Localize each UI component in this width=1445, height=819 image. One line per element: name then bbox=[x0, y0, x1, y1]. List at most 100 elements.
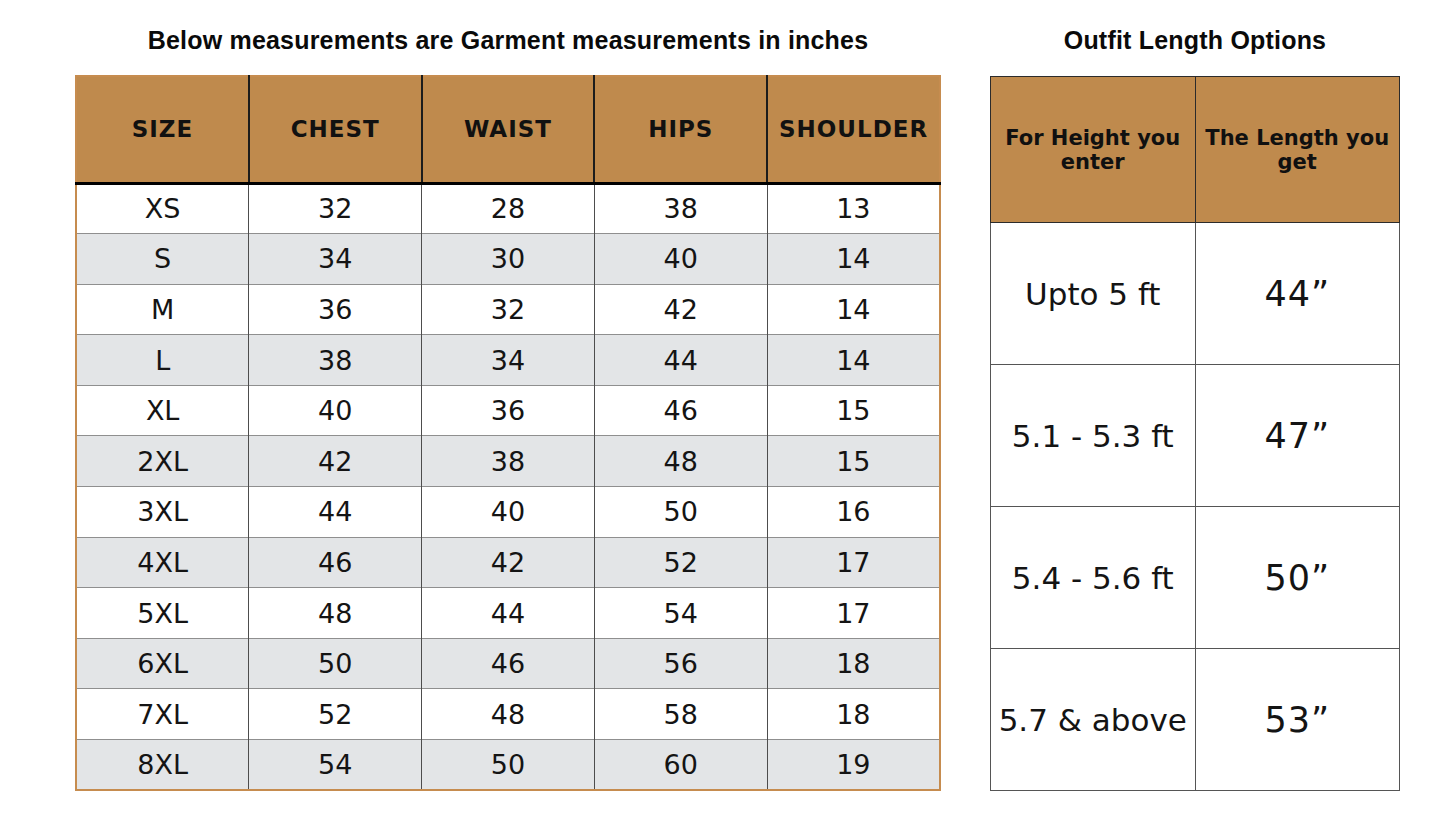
table-cell: XL bbox=[76, 385, 249, 436]
table-row: 8XL54506019 bbox=[76, 740, 940, 791]
table-cell: 15 bbox=[767, 385, 940, 436]
table-cell: XS bbox=[76, 183, 249, 234]
table-cell: 46 bbox=[594, 385, 767, 436]
garment-header-row: SIZECHESTWAISTHIPSSHOULDER bbox=[76, 76, 940, 183]
table-cell: 52 bbox=[249, 689, 422, 740]
table-cell: 7XL bbox=[76, 689, 249, 740]
table-cell: 48 bbox=[249, 588, 422, 639]
table-cell: 36 bbox=[249, 284, 422, 335]
garment-table-header: SIZECHESTWAISTHIPSSHOULDER bbox=[76, 76, 940, 183]
table-cell: 50 bbox=[594, 487, 767, 538]
table-cell: 40 bbox=[422, 487, 595, 538]
table-cell: 15 bbox=[767, 436, 940, 487]
table-cell: 50 bbox=[422, 740, 595, 791]
header-cell: SHOULDER bbox=[767, 76, 940, 183]
table-cell: 44 bbox=[422, 588, 595, 639]
garment-table-body: XS32283813S34304014M36324214L38344414XL4… bbox=[76, 183, 940, 790]
length-table-header: For Height you enterThe Length you get bbox=[991, 77, 1400, 223]
length-header-row: For Height you enterThe Length you get bbox=[991, 77, 1400, 223]
table-cell: 38 bbox=[249, 335, 422, 386]
table-cell: 17 bbox=[767, 537, 940, 588]
header-cell: The Length you get bbox=[1195, 77, 1400, 223]
table-row: 5XL48445417 bbox=[76, 588, 940, 639]
table-cell: 14 bbox=[767, 284, 940, 335]
table-cell: 14 bbox=[767, 335, 940, 386]
garment-table: SIZECHESTWAISTHIPSSHOULDER XS32283813S34… bbox=[75, 75, 941, 791]
table-row: 4XL46425217 bbox=[76, 537, 940, 588]
table-cell: 36 bbox=[422, 385, 595, 436]
table-row: Upto 5 ft44” bbox=[991, 223, 1400, 365]
table-cell: 44” bbox=[1195, 223, 1400, 365]
table-cell: 54 bbox=[594, 588, 767, 639]
table-cell: 47” bbox=[1195, 365, 1400, 507]
table-cell: 5.4 - 5.6 ft bbox=[991, 507, 1196, 649]
header-cell: SIZE bbox=[76, 76, 249, 183]
header-cell: HIPS bbox=[594, 76, 767, 183]
table-cell: 48 bbox=[594, 436, 767, 487]
table-cell: 13 bbox=[767, 183, 940, 234]
table-row: 7XL52485818 bbox=[76, 689, 940, 740]
table-cell: 40 bbox=[249, 385, 422, 436]
table-cell: 42 bbox=[249, 436, 422, 487]
table-cell: 17 bbox=[767, 588, 940, 639]
table-cell: 58 bbox=[594, 689, 767, 740]
table-cell: 38 bbox=[422, 436, 595, 487]
size-chart-image: Below measurements are Garment measureme… bbox=[0, 0, 1445, 819]
table-row: 5.7 & above53” bbox=[991, 649, 1400, 791]
table-cell: 14 bbox=[767, 234, 940, 285]
length-table-title: Outfit Length Options bbox=[990, 26, 1400, 55]
table-row: 5.1 - 5.3 ft47” bbox=[991, 365, 1400, 507]
table-cell: Upto 5 ft bbox=[991, 223, 1196, 365]
table-cell: 5XL bbox=[76, 588, 249, 639]
table-cell: 5.7 & above bbox=[991, 649, 1196, 791]
table-cell: 16 bbox=[767, 487, 940, 538]
table-cell: 42 bbox=[422, 537, 595, 588]
length-table-body: Upto 5 ft44”5.1 - 5.3 ft47”5.4 - 5.6 ft5… bbox=[991, 223, 1400, 791]
table-cell: 38 bbox=[594, 183, 767, 234]
header-cell: For Height you enter bbox=[991, 77, 1196, 223]
table-row: L38344414 bbox=[76, 335, 940, 386]
header-cell: WAIST bbox=[422, 76, 595, 183]
table-cell: 50 bbox=[249, 638, 422, 689]
table-cell: 52 bbox=[594, 537, 767, 588]
table-cell: 42 bbox=[594, 284, 767, 335]
table-cell: 18 bbox=[767, 638, 940, 689]
table-cell: 54 bbox=[249, 740, 422, 791]
table-cell: 2XL bbox=[76, 436, 249, 487]
table-cell: 3XL bbox=[76, 487, 249, 538]
table-cell: 40 bbox=[594, 234, 767, 285]
table-row: S34304014 bbox=[76, 234, 940, 285]
table-row: XL40364615 bbox=[76, 385, 940, 436]
table-cell: 50” bbox=[1195, 507, 1400, 649]
table-cell: 44 bbox=[594, 335, 767, 386]
table-cell: 53” bbox=[1195, 649, 1400, 791]
table-cell: 46 bbox=[422, 638, 595, 689]
table-cell: 44 bbox=[249, 487, 422, 538]
table-cell: 8XL bbox=[76, 740, 249, 791]
table-row: XS32283813 bbox=[76, 183, 940, 234]
table-row: 5.4 - 5.6 ft50” bbox=[991, 507, 1400, 649]
table-cell: 60 bbox=[594, 740, 767, 791]
table-cell: 46 bbox=[249, 537, 422, 588]
table-cell: 6XL bbox=[76, 638, 249, 689]
table-row: 3XL44405016 bbox=[76, 487, 940, 538]
table-cell: 56 bbox=[594, 638, 767, 689]
table-cell: 4XL bbox=[76, 537, 249, 588]
table-cell: 34 bbox=[422, 335, 595, 386]
table-cell: M bbox=[76, 284, 249, 335]
table-row: 6XL50465618 bbox=[76, 638, 940, 689]
table-cell: 34 bbox=[249, 234, 422, 285]
garment-table-title: Below measurements are Garment measureme… bbox=[75, 26, 941, 55]
table-cell: 28 bbox=[422, 183, 595, 234]
table-cell: 18 bbox=[767, 689, 940, 740]
table-cell: 30 bbox=[422, 234, 595, 285]
table-row: 2XL42384815 bbox=[76, 436, 940, 487]
table-cell: 19 bbox=[767, 740, 940, 791]
header-cell: CHEST bbox=[249, 76, 422, 183]
length-table: For Height you enterThe Length you get U… bbox=[990, 76, 1400, 791]
table-cell: 5.1 - 5.3 ft bbox=[991, 365, 1196, 507]
table-cell: 32 bbox=[249, 183, 422, 234]
table-cell: S bbox=[76, 234, 249, 285]
table-cell: 32 bbox=[422, 284, 595, 335]
table-cell: L bbox=[76, 335, 249, 386]
